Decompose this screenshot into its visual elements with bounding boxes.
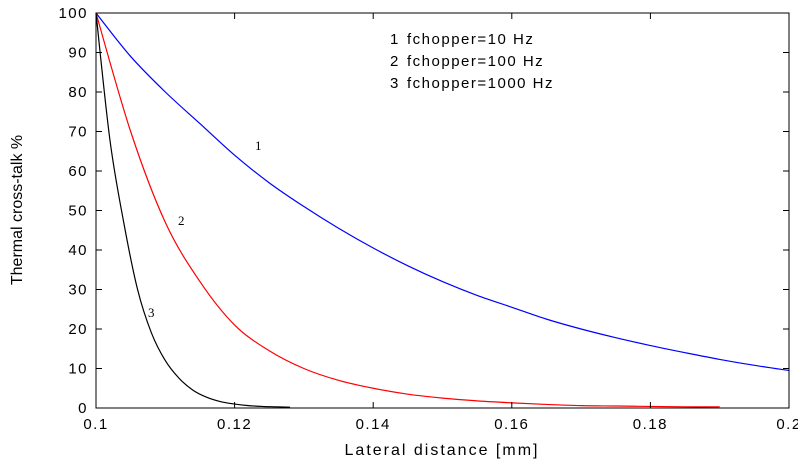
y-tick-label: 20 [68,321,88,338]
legend-label-2: fchopper=100 Hz [407,53,544,70]
y-tick-label: 90 [68,45,88,62]
x-tick-label: 0.2 [776,416,798,433]
y-tick-label: 100 [58,5,88,22]
axes-layer [95,12,790,409]
x-tick-label: 0.18 [633,416,668,433]
curve-label-3: 3 [148,305,155,320]
y-tick-label: 60 [68,163,88,180]
y-tick-label: 50 [68,203,88,220]
x-tick-label: 0.14 [356,416,391,433]
ticks-layer: 0.1 0.12 0.14 0.16 0.18 0.2 0 10 20 30 40 50 60 70 80 9… [58,5,798,433]
y-axis-title: Thermal cross-talk % [9,135,26,285]
x-tick-label: 0.1 [83,416,108,433]
y-tick-label: 10 [68,361,88,378]
y-tick-label: 0 [78,400,88,417]
legend-label-3: fchopper=1000 Hz [407,75,554,92]
legend-label-1: fchopper=10 Hz [407,31,534,48]
curve-label-2: 2 [178,213,185,228]
series-line-3 [95,12,291,408]
y-tick-label: 80 [68,84,88,101]
curves-layer [95,12,790,408]
x-tick-label: 0.12 [217,416,252,433]
curve-label-1: 1 [255,138,262,153]
series-line-2 [95,12,720,408]
legend: 1 fchopper=10 Hz 2 fchopper=100 Hz 3 fch… [390,31,554,92]
x-tick-label: 0.16 [494,416,529,433]
legend-number-3: 3 [390,75,400,92]
plot-frame [95,12,790,409]
y-tick-label: 40 [68,242,88,259]
series-line-1 [95,12,790,372]
x-axis-title: Lateral distance [mm] [345,442,540,459]
legend-number-1: 1 [390,31,400,48]
legend-number-2: 2 [390,53,400,70]
y-tick-label: 70 [68,124,88,141]
y-tick-label: 30 [68,282,88,299]
